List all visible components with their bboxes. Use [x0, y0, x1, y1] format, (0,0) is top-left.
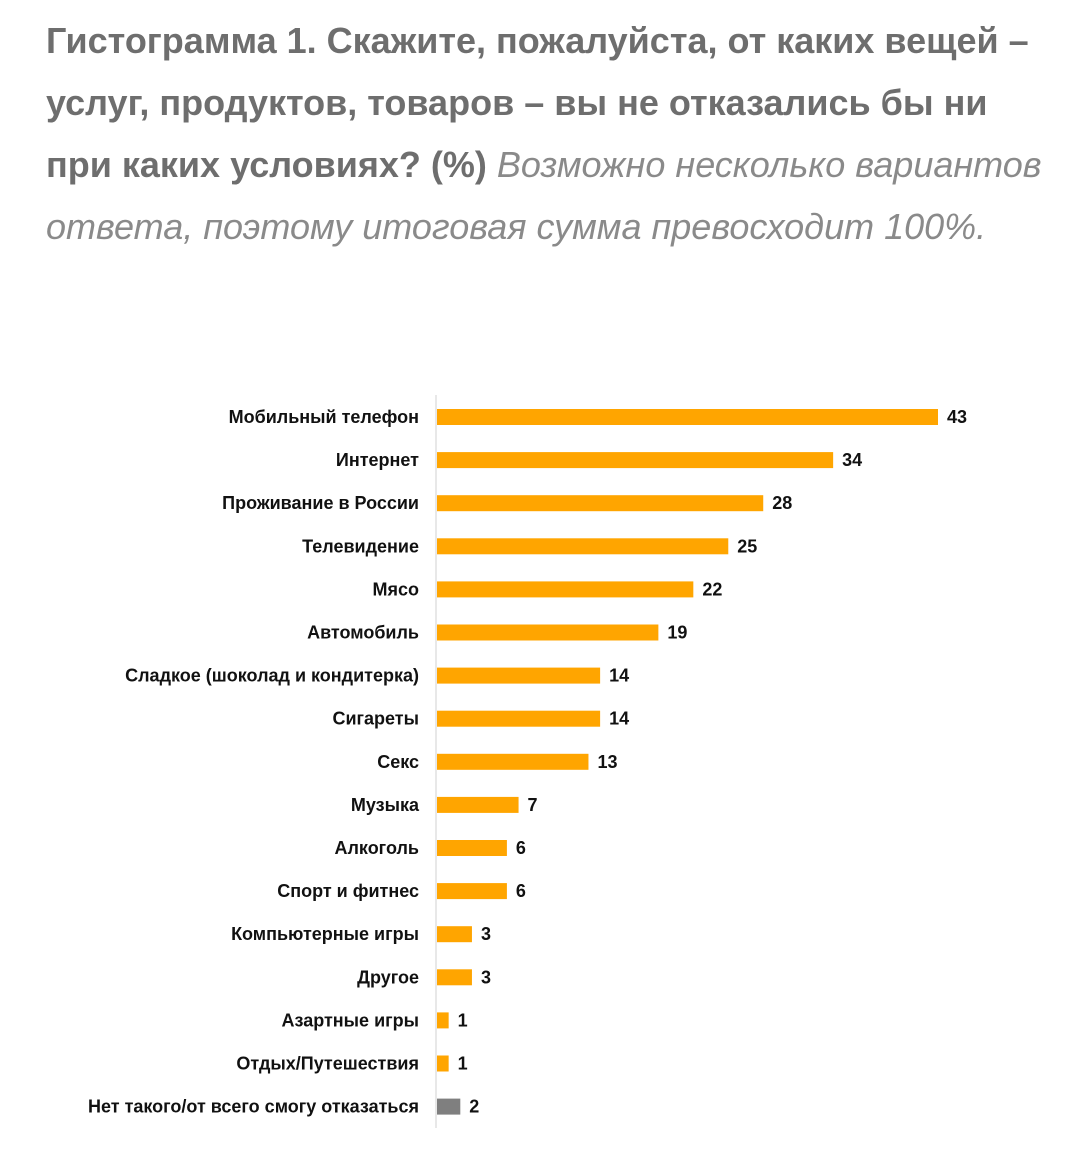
bar — [437, 538, 729, 555]
category-label: Нет такого/от всего смогу отказаться — [88, 1097, 419, 1117]
data-label: 19 — [667, 623, 687, 643]
category-label: Сигареты — [332, 709, 419, 729]
data-label: 7 — [528, 795, 538, 815]
data-label: 28 — [772, 493, 792, 513]
chart-note: Возможно несколько вариантов ответа, поэ… — [46, 144, 1042, 247]
data-label: 6 — [516, 881, 526, 901]
data-label: 3 — [481, 924, 491, 944]
category-label: Секс — [377, 752, 419, 772]
bar — [437, 753, 589, 770]
category-label: Азартные игры — [282, 1010, 419, 1030]
data-label: 22 — [702, 579, 722, 599]
bars-group: Мобильный телефон 43 Интернет 34 Проживание … — [88, 407, 967, 1117]
bar — [437, 1098, 461, 1115]
category-label: Музыка — [351, 795, 420, 815]
bar — [437, 495, 764, 512]
data-label: 25 — [737, 536, 757, 556]
data-label: 2 — [469, 1097, 479, 1117]
category-label: Другое — [357, 967, 419, 987]
data-label: 14 — [609, 666, 629, 686]
category-label: Алкоголь — [334, 838, 419, 858]
data-label: 6 — [516, 838, 526, 858]
category-label: Телевидение — [302, 536, 419, 556]
data-label: 43 — [947, 407, 967, 427]
category-label: Автомобиль — [307, 623, 419, 643]
bar — [437, 452, 834, 469]
data-label: 13 — [597, 752, 617, 772]
bar — [437, 926, 472, 943]
category-label: Проживание в России — [222, 493, 419, 513]
category-label: Интернет — [336, 450, 419, 470]
data-label: 34 — [842, 450, 862, 470]
category-label: Мобильный телефон — [229, 407, 419, 427]
category-label: Мясо — [372, 579, 419, 599]
bar — [437, 710, 601, 727]
bar — [437, 667, 601, 684]
bar — [437, 883, 507, 900]
category-label: Компьютерные игры — [231, 924, 419, 944]
data-label: 1 — [458, 1010, 468, 1030]
data-label: 3 — [481, 967, 491, 987]
data-label: 14 — [609, 709, 629, 729]
category-label: Отдых/Путешествия — [236, 1054, 419, 1074]
bar — [437, 796, 519, 813]
bar — [437, 409, 938, 425]
bar — [437, 1012, 449, 1029]
data-label: 1 — [458, 1054, 468, 1074]
chart-title: Гистограмма 1. Скажите, пожалуйста, от к… — [46, 20, 1029, 185]
chart-caption: Гистограмма 1. Скажите, пожалуйста, от к… — [46, 10, 1056, 258]
bar — [437, 624, 659, 641]
bar — [437, 581, 694, 598]
category-label: Спорт и фитнес — [277, 881, 419, 901]
bar — [437, 969, 472, 986]
bar — [437, 840, 507, 856]
category-label: Сладкое (шоколад и кондитерка) — [125, 666, 419, 686]
bar — [437, 1055, 449, 1072]
